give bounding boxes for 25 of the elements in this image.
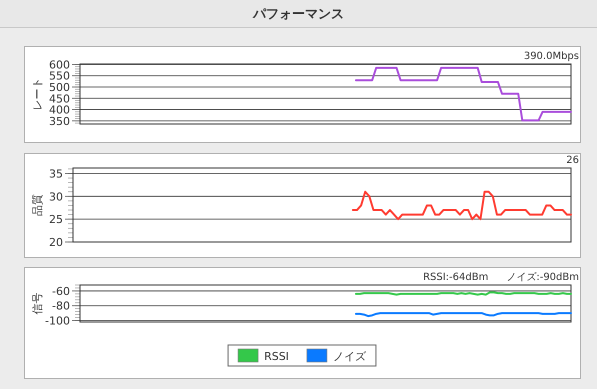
y-tick-label: 350 — [49, 114, 70, 128]
y-tick-label: -100 — [45, 314, 70, 328]
y-tick-label: 600 — [49, 58, 70, 72]
y-tick-label: -80 — [52, 300, 70, 313]
line-series — [352, 190, 572, 220]
y-tick-label: 450 — [49, 92, 70, 106]
line-series — [354, 66, 572, 122]
y-axis-title: 品質 — [31, 194, 44, 216]
text: ノイズ:-90dBm — [506, 271, 579, 283]
y-axis-title: 信号 — [31, 292, 44, 314]
y-tick-label: 25 — [49, 213, 63, 226]
y-tick-label: 500 — [49, 81, 70, 94]
y-tick-label: 400 — [49, 104, 70, 117]
text: RSSI:-64dBm — [423, 272, 488, 283]
y-tick-label: 550 — [49, 70, 70, 83]
y-tick-label: 20 — [49, 236, 63, 249]
y-tick-label: 30 — [49, 190, 63, 204]
y-tick-label: 35 — [49, 167, 63, 180]
chart-title: パフォーマンス — [252, 7, 344, 22]
text: 390.0Mbps — [524, 51, 579, 62]
y-tick-label: -60 — [52, 284, 70, 298]
y-axis-title: レート — [31, 78, 44, 110]
legend-label: ノイズ — [332, 350, 367, 363]
text: 26 — [566, 155, 579, 166]
legend-label: RSSI — [264, 350, 289, 363]
